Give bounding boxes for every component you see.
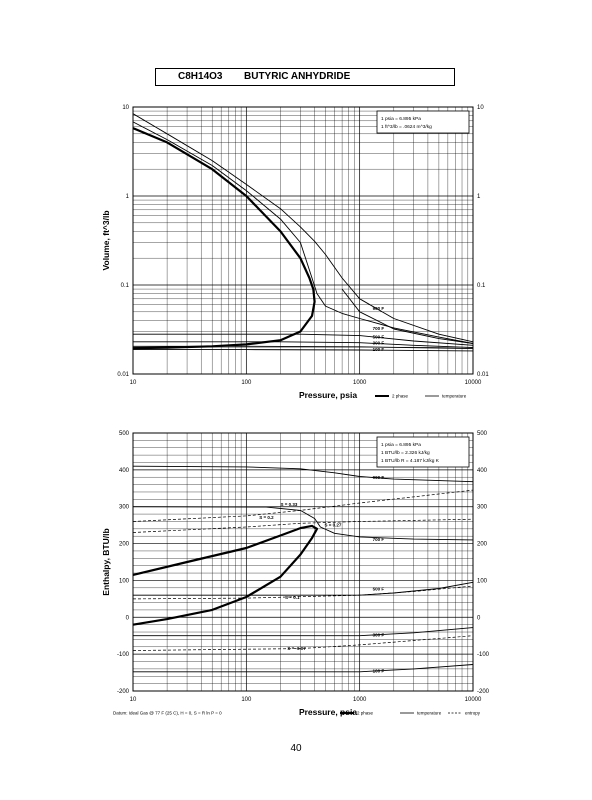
chart1-legend-label: 2 phase bbox=[392, 394, 409, 399]
chart1-y-tick-label-right: 10 bbox=[477, 105, 484, 111]
chart2-info-box bbox=[376, 436, 470, 468]
chart1-y-tick-label-right: 0.1 bbox=[477, 283, 486, 289]
chart2-x-tick-label: 100 bbox=[241, 697, 252, 703]
chart2-x-tick-label: 1000 bbox=[353, 697, 367, 703]
chart2-x-axis-label: Pressure, psia bbox=[299, 707, 357, 717]
chart1-series-line-6 bbox=[133, 333, 474, 346]
chart2-info-box-line: 1 BTU/lb = 2.326 kJ/kg bbox=[381, 450, 430, 456]
chart1-curve-label: 700 F bbox=[373, 326, 385, 331]
chart2-y-tick-label-right: -200 bbox=[477, 689, 490, 695]
chart1-series-line-0 bbox=[132, 127, 316, 350]
chart1-frame bbox=[132, 106, 474, 375]
chart1-x-tick-label: 10 bbox=[130, 380, 137, 386]
chart2-y-tick-label-left: 500 bbox=[119, 431, 130, 437]
chart2-curve-label: S = 0.2 bbox=[259, 515, 274, 520]
chart1-y-tick-label-left: 10 bbox=[122, 105, 129, 111]
chart2-series-line-1 bbox=[132, 465, 474, 483]
chart2-curve-label: 900 F bbox=[373, 475, 385, 480]
chart2-y-tick-label-right: -100 bbox=[477, 652, 490, 658]
chart1-info-box-line: 1 psia = 6.895 kPa bbox=[381, 116, 421, 122]
chart2-legend-label: 2 phase bbox=[357, 711, 374, 716]
chart2-curve-label: S = 0.1 bbox=[285, 595, 300, 600]
chart2-y-tick-label-left: 400 bbox=[119, 468, 130, 474]
chart1-series-line-5 bbox=[133, 341, 474, 349]
chart2-y-tick-label-left: 200 bbox=[119, 542, 130, 548]
chart2-x-tick-label: 10000 bbox=[465, 697, 482, 703]
chart1-info-box-line: 1 ft^3/lb = .0624 m^3/kg bbox=[381, 124, 432, 130]
chart1-curve-label: 900 F bbox=[373, 306, 385, 311]
chart2-curve-label: S = 0.33 bbox=[280, 502, 297, 507]
chart1-y-tick-label-left: 0.1 bbox=[121, 283, 130, 289]
chart1-y-tick-label-right: 0.01 bbox=[477, 372, 489, 378]
chart1-y-axis-label: Volume, ft^3/lb bbox=[101, 210, 111, 270]
title-box: C8H14O3 BUTYRIC ANHYDRIDE bbox=[155, 68, 455, 86]
chart2-curve-label: 700 F bbox=[373, 537, 385, 542]
chart2-info-box-line: 1 psia = 6.895 kPa bbox=[381, 442, 421, 448]
chart2-series-line-9 bbox=[132, 635, 474, 651]
chart1-series-line-2 bbox=[132, 113, 474, 343]
chart2-series-line-7 bbox=[132, 518, 474, 533]
chart1-y-tick-label-right: 1 bbox=[477, 194, 481, 200]
chart1-y-tick-label-left: 1 bbox=[126, 194, 130, 200]
chart2-frame bbox=[132, 432, 474, 692]
chart1-legend-label: temperature bbox=[442, 394, 467, 399]
chart2-y-tick-label-right: 400 bbox=[477, 468, 488, 474]
chart2-series-line-4 bbox=[133, 627, 474, 637]
chart2-y-tick-label-left: -100 bbox=[117, 652, 130, 658]
page-number: 40 bbox=[290, 743, 302, 754]
chart2-series-line-6 bbox=[132, 489, 474, 522]
chart2-info-box-line: 1 BTU/lb R = 4.187 kJ/kg K bbox=[381, 458, 440, 464]
chart2-y-tick-label-right: 0 bbox=[477, 615, 481, 621]
chart1-curve-label: 100 F bbox=[373, 347, 385, 352]
chart1-y-tick-label-left: 0.01 bbox=[117, 372, 129, 378]
chart1-series-line-3 bbox=[133, 349, 474, 352]
chart2-y-tick-label-right: 200 bbox=[477, 542, 488, 548]
chart1-curve-label: 300 F bbox=[373, 341, 385, 346]
chart2-series-line-5 bbox=[133, 664, 474, 673]
chart2-series-line-2 bbox=[132, 506, 474, 541]
chart2-legend-label: temperature bbox=[417, 711, 442, 716]
chart1-x-tick-label: 100 bbox=[241, 380, 252, 386]
chart1-info-box bbox=[376, 110, 470, 134]
chart2-y-tick-label-right: 100 bbox=[477, 578, 488, 584]
chart1-series-line-4 bbox=[133, 345, 474, 350]
chart2-y-axis-label: Enthalpy, BTU/lb bbox=[101, 528, 111, 595]
chart2-y-tick-label-left: -200 bbox=[117, 689, 130, 695]
chart2-series-line-3 bbox=[133, 581, 474, 596]
chart2-curve-label: S = 0.27 bbox=[325, 522, 342, 527]
chart2-y-tick-label-left: 0 bbox=[126, 615, 130, 621]
chart1-x-tick-label: 1000 bbox=[353, 380, 367, 386]
chart2-y-tick-label-right: 300 bbox=[477, 505, 488, 511]
compound-formula: C8H14O3 bbox=[178, 71, 223, 82]
chart2-footnote: Datum: Ideal Gas @ 77 F (25 C), H = 0, S… bbox=[113, 711, 222, 716]
chart1-x-tick-label: 10000 bbox=[465, 380, 482, 386]
chart2-y-tick-label-left: 300 bbox=[119, 505, 130, 511]
chart2-curve-label: S = -0.07 bbox=[287, 646, 306, 651]
chart2-curve-label: 300 F bbox=[373, 633, 385, 638]
chart1-x-axis-label: Pressure, psia bbox=[299, 390, 357, 400]
chart2-y-tick-label-left: 100 bbox=[119, 578, 130, 584]
chart2-curve-label: 100 F bbox=[373, 668, 385, 673]
chart1-series-line-7 bbox=[341, 288, 474, 344]
chart2-curve-label: 500 F bbox=[373, 587, 385, 592]
compound-name: BUTYRIC ANHYDRIDE bbox=[244, 71, 351, 82]
chart2-legend-label: entropy bbox=[465, 711, 481, 716]
chart1-curve-label: 500 F bbox=[373, 334, 385, 339]
chart2-x-tick-label: 10 bbox=[130, 697, 137, 703]
chart2-series-line-8 bbox=[132, 585, 474, 600]
chart2-y-tick-label-right: 500 bbox=[477, 431, 488, 437]
chart1-series-line-1 bbox=[132, 121, 474, 344]
chart2-series-line-0 bbox=[132, 524, 319, 626]
